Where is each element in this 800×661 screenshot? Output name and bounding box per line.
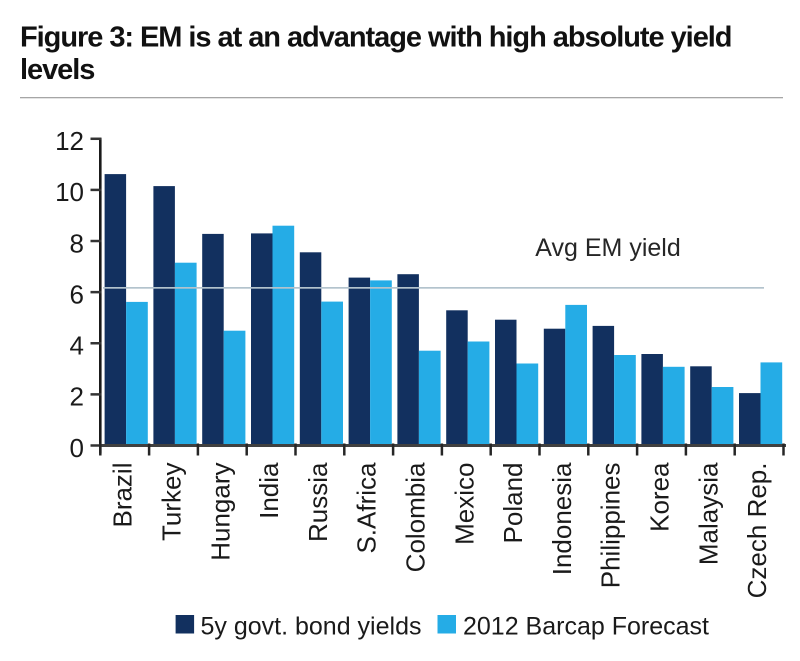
svg-text:Avg EM yield: Avg EM yield <box>535 234 680 262</box>
svg-text:S.Africa: S.Africa <box>352 462 382 554</box>
svg-text:4: 4 <box>70 331 84 361</box>
svg-text:Brazil: Brazil <box>108 463 138 528</box>
svg-text:12: 12 <box>55 126 84 156</box>
svg-text:8: 8 <box>70 228 84 258</box>
svg-text:Malaysia: Malaysia <box>693 462 723 565</box>
svg-text:Turkey: Turkey <box>157 463 187 542</box>
svg-text:Czech Rep.: Czech Rep. <box>742 463 772 599</box>
svg-text:2012 Barcap Forecast: 2012 Barcap Forecast <box>463 612 709 640</box>
svg-text:Poland: Poland <box>498 463 528 544</box>
svg-text:6: 6 <box>70 279 84 309</box>
svg-text:Russia: Russia <box>303 462 333 542</box>
svg-text:Figure 3: EM is at an advantag: Figure 3: EM is at an advantage with hig… <box>20 21 731 53</box>
svg-text:Mexico: Mexico <box>449 463 479 545</box>
svg-text:0: 0 <box>70 433 84 463</box>
svg-text:Colombia: Colombia <box>401 462 431 572</box>
svg-text:Indonesia: Indonesia <box>547 462 577 575</box>
svg-text:levels: levels <box>20 54 94 86</box>
svg-text:Hungary: Hungary <box>205 463 235 561</box>
svg-text:2: 2 <box>70 382 84 412</box>
svg-text:5y govt. bond yields: 5y govt. bond yields <box>201 612 422 640</box>
svg-text:Korea: Korea <box>645 462 675 532</box>
svg-text:India: India <box>254 462 284 519</box>
svg-text:Philippines: Philippines <box>596 463 626 589</box>
svg-text:10: 10 <box>55 177 84 207</box>
